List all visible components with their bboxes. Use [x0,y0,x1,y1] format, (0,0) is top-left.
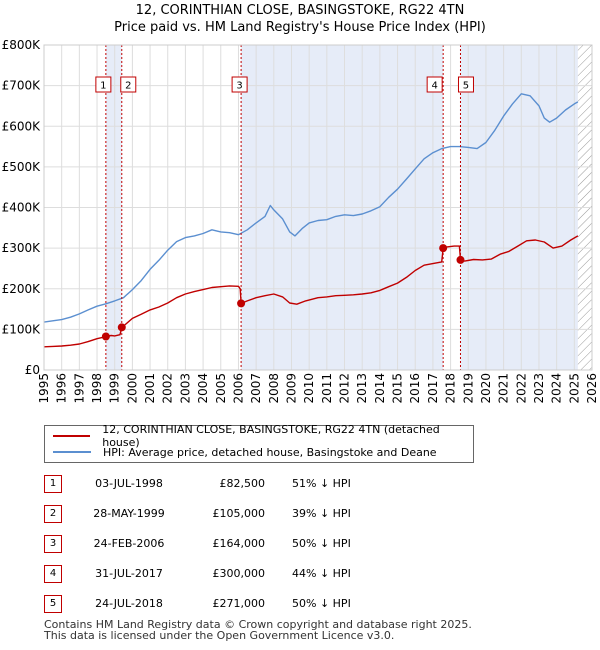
legend-swatch-hpi [53,451,91,453]
x-tick-label: 1996 [55,373,69,404]
sale-hpi-diff: 50% ↓ HPI [292,537,351,550]
sale-hpi-diff: 44% ↓ HPI [292,567,351,580]
x-tick-label: 2012 [338,373,352,404]
sale-number-badge: 1 [44,475,62,493]
x-tick-label: 1998 [90,373,104,404]
x-tick-label: 2004 [196,373,210,404]
x-tick-label: 2023 [532,373,546,404]
sale-number-badge: 5 [44,595,62,613]
sale-number-badge: 2 [44,505,62,523]
chart-subtitle: Price paid vs. HM Land Registry's House … [114,20,486,35]
y-tick-label: £400K [2,201,42,215]
sale-badge-box [95,76,112,93]
x-tick-label: 2019 [461,373,475,404]
table-row: 1 03-JUL-1998 £82,500 51% ↓ HPI [44,470,384,500]
footer-licence: This data is licensed under the Open Gov… [44,629,395,642]
sale-marker [439,244,448,253]
sale-number-badge: 3 [44,535,62,553]
sale-price: £164,000 [212,537,266,550]
y-tick-label: £100K [2,322,42,336]
chart-title-address: 12, CORINTHIAN CLOSE, BASINGSTOKE, RG22 … [135,3,465,18]
x-tick-label: 1995 [37,373,51,404]
x-tick-label: 2011 [320,373,334,404]
x-tick-label: 2017 [426,373,440,404]
table-row: 3 24-FEB-2006 £164,000 50% ↓ HPI [44,530,384,560]
sale-price: £300,000 [212,567,266,580]
sale-date: 03-JUL-1998 [95,477,163,490]
sale-hpi-diff: 50% ↓ HPI [292,597,351,610]
sale-date: 24-FEB-2006 [93,537,165,550]
y-tick-label: £300K [2,241,42,255]
chart-legend: 12, CORINTHIAN CLOSE, BASINGSTOKE, RG22 … [44,423,474,463]
sale-badge-box [457,76,474,93]
sale-price: £105,000 [212,507,266,520]
x-tick-label: 2001 [143,373,157,404]
sale-badge-box [231,76,248,93]
sale-hpi-diff: 39% ↓ HPI [292,507,351,520]
sale-hpi-diff: 51% ↓ HPI [292,477,351,490]
x-tick-label: 2013 [355,373,369,404]
x-tick-label: 2026 [585,373,599,404]
table-row: 4 31-JUL-2017 £300,000 44% ↓ HPI [44,560,384,590]
plot-frame [43,44,593,371]
x-tick-label: 2025 [567,373,581,404]
x-tick-label: 2024 [550,373,564,404]
x-tick-label: 2014 [373,373,387,404]
footer-attribution: Contains HM Land Registry data © Crown c… [44,619,472,641]
sale-marker [117,323,126,332]
sale-marker [237,299,246,308]
x-tick-label: 2016 [408,373,422,404]
y-tick-label: £800K [2,38,42,52]
sale-badge-label: 4 [431,81,437,92]
legend-label-property: 12, CORINTHIAN CLOSE, BASINGSTOKE, RG22 … [102,423,440,449]
x-tick-label: 1999 [108,373,122,404]
x-tick-label: 2007 [249,373,263,404]
sale-number-badge: 4 [44,565,62,583]
sale-date: 31-JUL-2017 [95,567,163,580]
sale-marker [101,332,110,341]
x-tick-label: 2003 [178,373,192,404]
x-tick-label: 1997 [72,373,86,404]
x-tick-label: 2009 [284,373,298,404]
table-row: 2 28-MAY-1999 £105,000 39% ↓ HPI [44,500,384,530]
hpi-series-line [44,93,579,323]
sale-price: £271,000 [212,597,266,610]
y-tick-label: £0 [25,363,40,377]
sale-badge-label: 5 [463,81,469,92]
y-tick-label: £600K [2,119,42,133]
x-tick-label: 2018 [444,373,458,404]
table-row: 5 24-JUL-2018 £271,000 50% ↓ HPI [44,590,384,620]
x-tick-label: 2000 [125,373,139,404]
price-chart: 1 2 3 4 5 £0 £100K £200K £300K £400K £500K £600K £7… [2,38,599,404]
x-tick-label: 2020 [479,373,493,404]
x-tick-label: 2002 [161,373,175,404]
sale-date: 28-MAY-1999 [93,507,165,520]
sale-marker [456,255,465,264]
x-tick-label: 2005 [214,373,228,404]
x-tick-label: 2021 [497,373,511,404]
sale-badge-box [426,76,443,93]
sale-badge-label: 2 [125,81,131,92]
sale-badge-box [120,76,137,93]
legend-item-property: 12, CORINTHIAN CLOSE, BASINGSTOKE, RG22 … [53,423,473,449]
x-tick-label: 2015 [391,373,405,404]
x-tick-label: 2022 [514,373,528,404]
y-tick-label: £200K [2,282,42,296]
sale-price: £82,500 [219,477,266,490]
legend-label-hpi: HPI: Average price, detached house, Basi… [103,445,437,459]
x-tick-label: 2008 [267,373,281,404]
sales-table: 1 03-JUL-1998 £82,500 51% ↓ HPI 2 28-MAY… [44,470,384,620]
x-tick-label: 2006 [231,373,245,404]
sale-date: 24-JUL-2018 [95,597,163,610]
legend-swatch-property [53,435,91,437]
y-tick-label: £700K [2,79,42,93]
sale-badge-label: 3 [236,81,242,92]
y-tick-label: £500K [2,160,42,174]
footer-copyright: Contains HM Land Registry data © Crown c… [44,618,472,631]
sale-badge-label: 1 [100,81,106,92]
x-tick-label: 2010 [302,373,316,404]
legend-item-hpi: HPI: Average price, detached house, Basi… [53,444,437,460]
